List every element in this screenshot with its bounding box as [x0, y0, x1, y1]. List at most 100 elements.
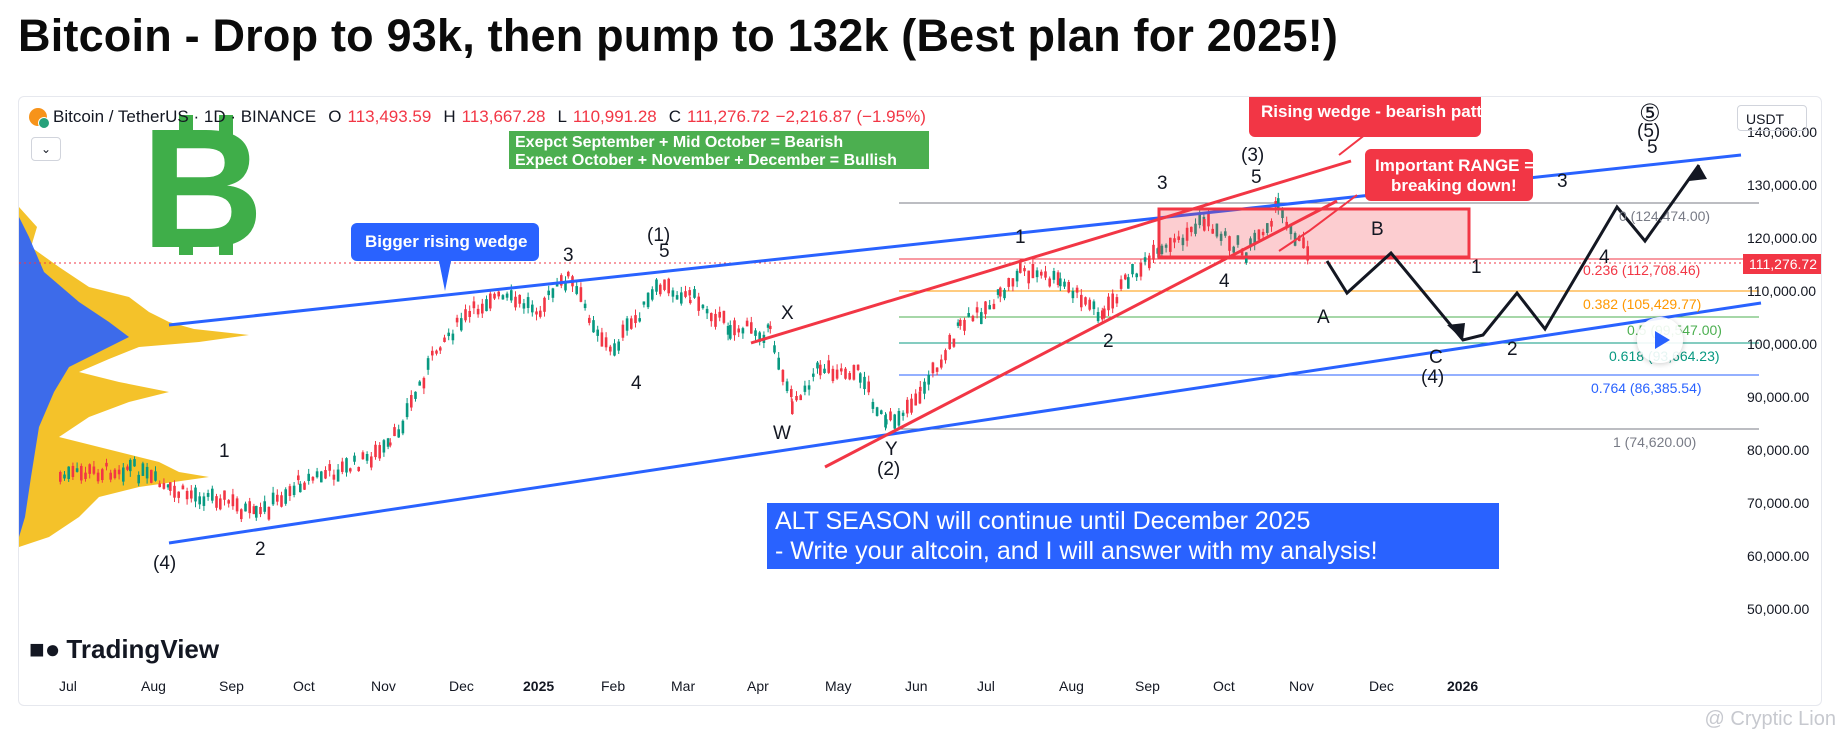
wave-label: (2)	[877, 459, 900, 480]
bigger-wedge-callout-box	[351, 223, 539, 261]
price-axis-tick: 130,000.00	[1747, 177, 1817, 193]
open-key: O	[328, 107, 342, 126]
price-axis-tick: 120,000.00	[1747, 230, 1817, 246]
small-wedge-upper[interactable]	[750, 159, 1352, 345]
tradingview-logo[interactable]: ■● TradingView	[29, 634, 219, 665]
svg-text:B: B	[141, 97, 264, 284]
close-key: C	[668, 107, 682, 126]
time-axis-tick: Nov	[371, 678, 396, 694]
low-value: 110,991.28	[572, 107, 657, 126]
important-range-box[interactable]	[1157, 207, 1471, 259]
wedge-lower-line[interactable]	[168, 301, 1762, 545]
time-axis-tick: Oct	[293, 678, 315, 694]
time-axis-tick: Jun	[905, 678, 928, 694]
currency-selector[interactable]: USDT	[1737, 105, 1807, 131]
open-value: 113,493.59	[347, 107, 432, 126]
chart-panel[interactable]: B Exepct September + Mid October = Beari…	[18, 96, 1822, 706]
volume-profile	[19, 207, 249, 547]
time-axis-tick: Dec	[1369, 678, 1394, 694]
play-button[interactable]	[1637, 317, 1683, 363]
wave-label: 4	[1219, 271, 1230, 292]
high-value: 113,667.28	[461, 107, 546, 126]
time-axis-tick: Mar	[671, 678, 695, 694]
change-value: −2,216.87 (−1.95%)	[775, 107, 926, 126]
time-axis-tick: Feb	[601, 678, 625, 694]
bigger-wedge-pointer	[439, 261, 451, 291]
price-axis-tick: 50,000.00	[1747, 601, 1809, 617]
high-key: H	[443, 107, 456, 126]
wave-label: ⑤	[1639, 100, 1661, 127]
wave-label: 2	[255, 539, 266, 560]
wave-label: 2	[1103, 331, 1114, 352]
chart-canvas[interactable]: B Exepct September + Mid October = Beari…	[19, 97, 1821, 705]
wave-label: (5)	[1637, 121, 1660, 142]
wave-label: 1	[1015, 227, 1026, 248]
small-wedge-lower[interactable]	[824, 199, 1338, 469]
time-axis-tick: Jul	[977, 678, 995, 694]
wave-label: 1	[1471, 257, 1482, 278]
wave-label: 4	[631, 373, 642, 394]
tradingview-logo-text: TradingView	[66, 634, 220, 664]
important-range-callout-box	[1365, 149, 1533, 201]
important-range-line1: Important RANGE =	[1375, 156, 1534, 175]
last-price-badge	[1743, 254, 1821, 274]
bigger-wedge-label: Bigger rising wedge	[365, 232, 527, 251]
wave-label: 5	[1251, 167, 1262, 188]
time-axis-tick: 2026	[1447, 678, 1478, 694]
time-axis-tick: Sep	[1135, 678, 1160, 694]
price-axis[interactable]: 140,000.00 130,000.00 120,000.00 110,000.00…	[1747, 124, 1817, 617]
time-axis-tick: Dec	[449, 678, 474, 694]
alt-season-box	[767, 503, 1499, 569]
time-axis-tick: May	[825, 678, 851, 694]
projection-path[interactable]	[1325, 164, 1701, 342]
wave-label: A	[1317, 307, 1330, 328]
time-axis-tick: Aug	[141, 678, 166, 694]
price-axis-tick: 60,000.00	[1747, 548, 1809, 564]
wave-label: (4)	[1421, 367, 1444, 388]
price-axis-tick: 110,000.00	[1747, 283, 1816, 299]
fib-label: 0.764 (86,385.54)	[1591, 380, 1702, 396]
wave-label: Y	[885, 439, 898, 460]
fib-label: 0 (124,474.00)	[1619, 208, 1710, 224]
range-callout-pointer	[1278, 194, 1358, 252]
low-key: L	[557, 107, 567, 126]
price-axis-tick: 90,000.00	[1747, 389, 1809, 405]
fib-label: 1 (74,620.00)	[1613, 434, 1696, 450]
fib-label: 0.382 (105,429.77)	[1583, 296, 1701, 312]
symbol-legend[interactable]: Bitcoin / TetherUS · 1D · BINANCE O 113,4…	[29, 107, 926, 129]
time-axis-tick: Oct	[1213, 678, 1235, 694]
time-axis-tick: Sep	[219, 678, 244, 694]
watermark: @ Cryptic Lion	[1704, 708, 1836, 730]
bitcoin-logo-icon: B	[141, 97, 264, 284]
wave-label: 3	[563, 245, 574, 266]
wave-label: 4	[1599, 247, 1610, 268]
rising-wedge-callout-box	[1249, 97, 1481, 137]
wave-label: (3)	[1241, 145, 1264, 166]
wave-label: 5	[1647, 137, 1658, 158]
price-axis-tick: 100,000.00	[1747, 336, 1817, 352]
wave-labels: 1 2 (4) 3 4 (1) 5 X W Y (2) 1 2 3 4 (3) …	[153, 100, 1661, 574]
time-axis[interactable]: Jul Aug Sep Oct Nov Dec 2025 Feb Mar Apr May Jun Jul…	[59, 678, 1478, 694]
season-note-line2: Expect October + November + December = B…	[515, 152, 897, 169]
fib-label: 0.236 (112,708.46)	[1583, 262, 1700, 278]
wave-label: 2	[1507, 339, 1518, 360]
last-price-label: 111,276.72	[1749, 256, 1817, 272]
price-axis-tick: 70,000.00	[1747, 495, 1809, 511]
symbol-label: Bitcoin / TetherUS · 1D · BINANCE	[53, 107, 317, 126]
fib-retracement[interactable]	[19, 202, 1759, 430]
candlestick-series	[59, 192, 1309, 523]
legend-collapse-button[interactable]: ⌄	[31, 137, 61, 161]
page-title: Bitcoin - Drop to 93k, then pump to 132k…	[18, 10, 1339, 61]
time-axis-tick: Nov	[1289, 678, 1314, 694]
time-axis-tick: 2025	[523, 678, 554, 694]
alt-season-line1: ALT SEASON will continue until December …	[775, 507, 1310, 535]
wave-label: C	[1429, 347, 1443, 368]
wave-label: 3	[1557, 171, 1568, 192]
wave-label: (4)	[153, 553, 176, 574]
wave-label: 1	[219, 441, 230, 462]
time-axis-tick: Apr	[747, 678, 769, 694]
wave-label: W	[773, 423, 791, 444]
wave-label: (1)	[647, 225, 670, 246]
play-icon	[1655, 331, 1670, 349]
price-axis-tick: 80,000.00	[1747, 442, 1809, 458]
